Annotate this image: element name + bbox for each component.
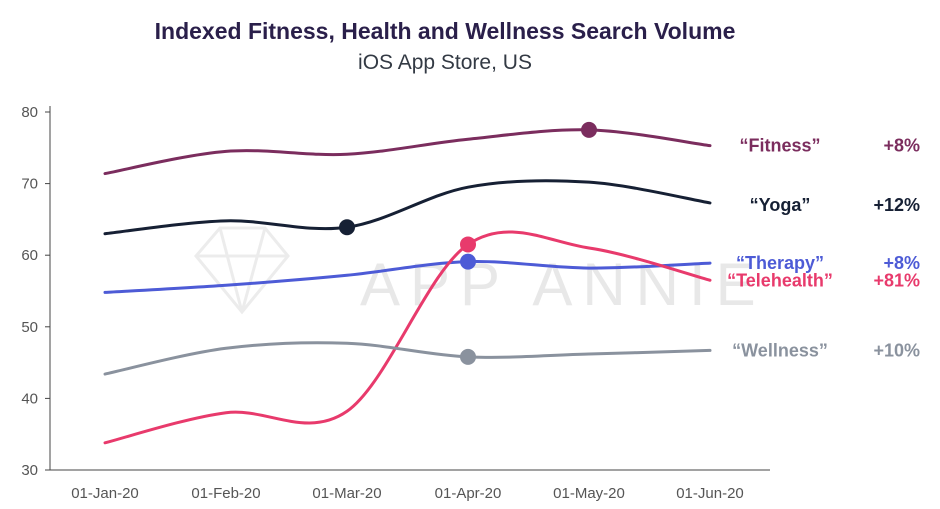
x-tick-label: 01-Apr-20	[435, 485, 502, 502]
series-label: “Fitness”	[739, 136, 820, 156]
series-marker	[460, 236, 476, 253]
y-tick-label: 40	[21, 390, 38, 407]
y-tick-label: 70	[21, 176, 38, 193]
series-change: +8%	[883, 253, 920, 273]
series-change: +12%	[873, 195, 920, 215]
series-label: “Therapy”	[736, 253, 824, 273]
watermark: APP ANNIE	[194, 226, 766, 318]
x-tick-label: 01-Jan-20	[71, 485, 139, 502]
series-change: +10%	[873, 340, 920, 360]
chart-subtitle: iOS App Store, US	[358, 51, 532, 74]
x-tick-label: 01-Mar-20	[312, 485, 381, 502]
x-tick-label: 01-May-20	[553, 485, 625, 502]
series-labels: “Fitness” +8% “Yoga” +12% “Therapy” +8% “Teleh…	[727, 136, 920, 361]
series-lines	[103, 128, 712, 445]
series-marker	[581, 121, 597, 138]
series-marker	[339, 219, 355, 236]
series-line	[103, 341, 712, 376]
x-axis: 01-Jan-20 01-Feb-20 01-Mar-20 01-Apr-20 01-M…	[50, 469, 770, 502]
series-markers	[339, 121, 597, 365]
y-tick-label: 80	[21, 104, 38, 121]
series-line	[103, 179, 712, 236]
series-label: “Telehealth”	[727, 270, 833, 290]
y-axis: 30 40 50 60 70 80	[21, 104, 51, 479]
series-label: “Yoga”	[750, 195, 811, 215]
series-marker	[460, 253, 476, 270]
series-label: “Wellness”	[732, 340, 828, 360]
watermark-text: APP ANNIE	[360, 251, 766, 318]
series-line	[103, 128, 712, 176]
series-line	[103, 230, 712, 445]
diamond-logo-icon	[194, 226, 290, 315]
series-line	[103, 260, 712, 294]
y-tick-label: 50	[21, 319, 38, 336]
series-marker	[460, 348, 476, 365]
series-change: +8%	[883, 136, 920, 156]
x-tick-label: 01-Jun-20	[676, 485, 744, 502]
x-tick-label: 01-Feb-20	[191, 485, 260, 502]
chart-title: Indexed Fitness, Health and Wellness Sea…	[154, 18, 736, 44]
y-tick-label: 60	[21, 247, 38, 264]
y-tick-label: 30	[21, 462, 38, 479]
series-change: +81%	[873, 270, 920, 290]
